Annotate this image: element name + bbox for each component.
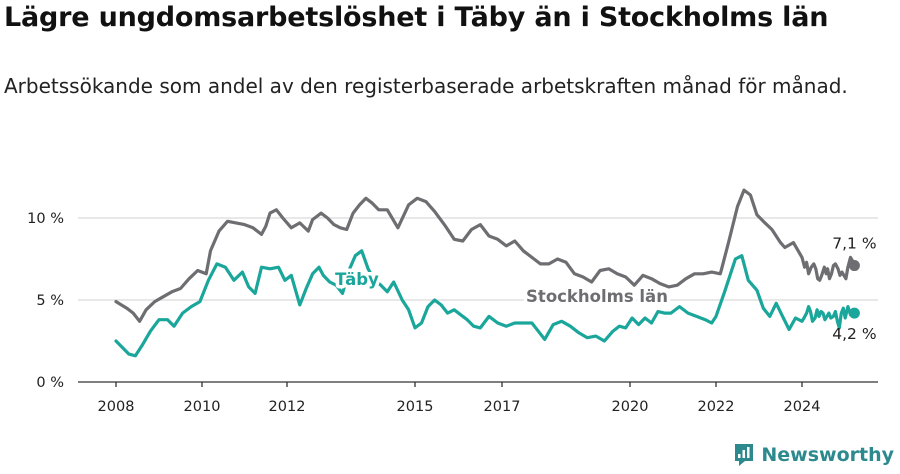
x-tick-label: 2022 (698, 399, 735, 415)
x-tick-label: 2015 (397, 399, 434, 415)
x-tick-label: 2008 (98, 399, 135, 415)
series-line-stockholms-lan (114, 188, 857, 323)
series-label-taby-halo: Täby (335, 270, 379, 289)
chart-title: Lägre ungdomsarbetslöshet i Täby än i St… (4, 2, 829, 33)
x-tick-label: 2012 (269, 399, 306, 415)
brand-name: Newsworthy (761, 444, 894, 466)
grid-lines (78, 217, 878, 383)
y-tick-label: 0 % (36, 375, 64, 391)
newsworthy-logo-icon (735, 444, 754, 466)
series-label-stockholms-lan-halo: Stockholms län (526, 287, 668, 306)
series-end-marker (848, 307, 860, 319)
end-value-label-taby: 4,2 % (832, 325, 876, 343)
x-tick-label: 2024 (784, 399, 821, 415)
x-tick-label: 2010 (184, 399, 221, 415)
x-tick-label: 2017 (484, 399, 521, 415)
y-tick-label: 10 % (27, 211, 64, 227)
end-value-label-stockholms-lan: 7,1 % (832, 235, 876, 253)
series-lines (114, 188, 860, 358)
series-label-taby: Täby (335, 270, 379, 289)
chart-subtitle: Arbetssökande som andel av den registerb… (4, 74, 848, 98)
y-tick-label: 5 % (36, 293, 64, 309)
series-line-taby (114, 249, 857, 358)
y-axis-ticks: 0 % 5 % 10 % (27, 211, 64, 391)
series-label-stockholms-lan: Stockholms län (526, 287, 668, 306)
x-axis-ticks: 2008 2010 2012 2015 2017 2020 2022 2024 (98, 382, 821, 415)
newsworthy-brand: Newsworthy (733, 442, 894, 468)
series-end-marker (848, 260, 860, 272)
x-tick-label: 2020 (612, 399, 649, 415)
